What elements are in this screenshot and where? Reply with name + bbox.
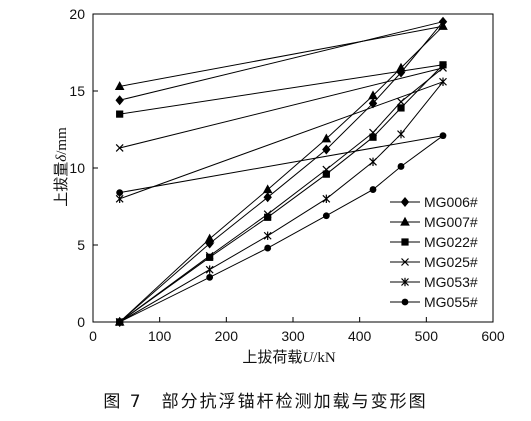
data-point — [396, 62, 406, 72]
x-axis-label: 上拔荷载U/kN — [242, 349, 336, 366]
data-point — [262, 184, 273, 194]
axes: 0 100 200 300 400 500 600 0 5 10 15 20 — [69, 6, 504, 344]
data-point — [206, 273, 214, 281]
y-axis-label: 上拔量δ/mm — [53, 127, 70, 207]
legend-label: MG053# — [424, 274, 478, 290]
legend-marker — [401, 277, 409, 287]
legend-entry: MG053# — [390, 274, 478, 290]
data-point — [438, 21, 448, 30]
plot-area — [114, 16, 448, 327]
legend: MG006# MG007# MG022# MG025# MG053# MG055# — [390, 194, 478, 310]
data-point — [114, 81, 125, 90]
data-point — [322, 165, 331, 174]
legend-marker — [400, 216, 410, 226]
data-point — [439, 63, 447, 72]
y-tick-label: 10 — [69, 160, 85, 176]
data-point — [397, 129, 405, 139]
data-point — [264, 244, 272, 252]
data-point — [116, 189, 124, 197]
figure-caption: 图 7 部分抗浮锚杆检测加载与变形图 — [103, 392, 428, 412]
data-point — [206, 253, 214, 261]
x-tick-label: 100 — [148, 328, 172, 344]
series-unload-line — [119, 81, 444, 200]
data-point — [368, 98, 378, 109]
x-tick-label: 600 — [481, 328, 505, 344]
data-point — [204, 233, 215, 243]
data-point — [397, 104, 405, 112]
legend-entry: MG022# — [390, 234, 478, 250]
data-point — [263, 210, 272, 219]
legend-entry: MG007# — [390, 214, 478, 230]
data-point — [322, 144, 331, 155]
legend-marker — [401, 298, 409, 306]
y-tick-label: 5 — [77, 237, 85, 253]
y-tick-label: 20 — [69, 6, 85, 22]
data-point — [439, 132, 447, 140]
series-MG055# — [116, 132, 447, 326]
series-unload-line — [119, 64, 444, 115]
series-unload-line — [119, 21, 444, 101]
data-point — [321, 133, 332, 143]
legend-label: MG006# — [424, 194, 478, 210]
data-point — [369, 128, 377, 137]
data-point — [397, 163, 405, 170]
series-MG022# — [116, 61, 447, 326]
y-tick-label: 15 — [69, 83, 85, 99]
data-point — [205, 251, 214, 260]
legend-marker — [401, 258, 409, 266]
x-tick-label: 400 — [348, 328, 372, 344]
data-point — [322, 212, 330, 220]
legend-entry: MG055# — [390, 294, 478, 310]
chart: 0 100 200 300 400 500 600 0 5 10 15 20 MG006# MG007#… — [53, 6, 505, 366]
data-point — [263, 192, 272, 203]
legend-entry: MG025# — [390, 254, 478, 270]
series-load-line — [119, 25, 444, 323]
data-point — [264, 213, 272, 221]
data-point — [116, 110, 124, 118]
series-load-line — [119, 67, 444, 323]
x-tick-label: 0 — [89, 328, 97, 344]
series-unload-line — [119, 135, 444, 194]
x-tick-label: 300 — [281, 328, 305, 344]
legend-label: MG055# — [424, 294, 478, 310]
data-point — [369, 133, 377, 141]
legend-label: MG025# — [424, 254, 478, 270]
series-load-line — [119, 64, 444, 323]
x-tick-label: 200 — [215, 328, 239, 344]
data-point — [369, 186, 377, 193]
series-unload-line — [119, 67, 444, 149]
x-tick-label: 500 — [415, 328, 439, 344]
data-point — [115, 95, 124, 106]
legend-entry: MG006# — [390, 194, 478, 210]
data-point — [322, 170, 330, 178]
data-point — [205, 265, 214, 274]
series-MG007# — [114, 21, 448, 326]
legend-label: MG007# — [424, 214, 478, 230]
data-point — [368, 90, 378, 100]
data-point — [322, 194, 331, 203]
data-point — [439, 61, 447, 69]
data-point — [263, 231, 272, 240]
y-tick-label: 0 — [77, 314, 85, 330]
data-point — [439, 77, 447, 86]
data-point — [115, 144, 124, 152]
legend-marker — [400, 197, 410, 207]
series-MG025# — [115, 63, 447, 326]
data-point — [397, 97, 405, 106]
series-unload-line — [119, 25, 444, 87]
legend-marker — [401, 238, 409, 246]
legend-label: MG022# — [424, 234, 478, 250]
data-point — [369, 157, 377, 167]
